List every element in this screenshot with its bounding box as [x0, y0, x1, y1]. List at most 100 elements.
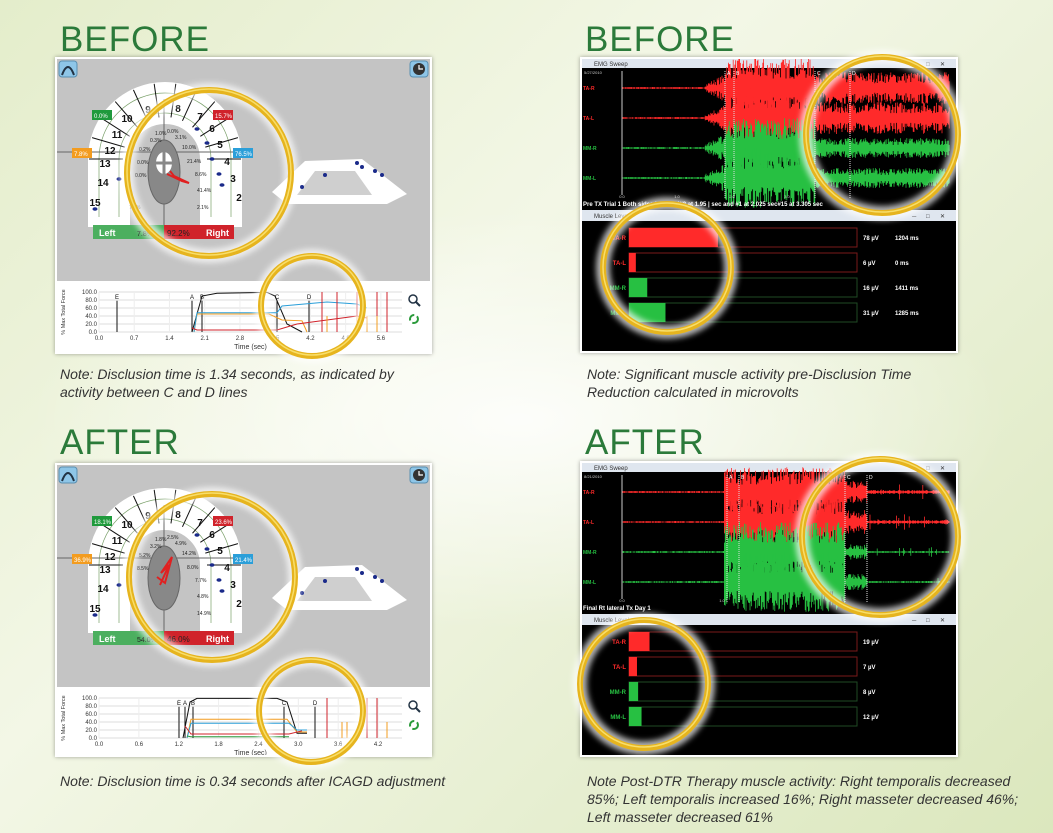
marker-label: A	[727, 71, 731, 77]
right-label: Right	[206, 228, 229, 238]
sweep-title: EMG Sweep	[594, 62, 628, 68]
channel-label: MM-L	[583, 580, 596, 586]
y-tick: 20.0	[85, 728, 97, 734]
after-heading-right: AFTER	[585, 423, 705, 462]
contact-point	[116, 583, 122, 587]
window-control[interactable]: ✕	[940, 62, 945, 68]
tooth-percent: 8.0%	[187, 565, 199, 571]
tooth-percent: 2.1%	[197, 205, 209, 211]
time-tick: 3.0	[784, 194, 790, 199]
sweep-date: 5/27/2010	[584, 70, 603, 75]
contact-point	[209, 157, 215, 161]
level-value: 78 µV	[863, 236, 879, 242]
x-axis-label: Time (sec)	[234, 750, 267, 755]
window-control[interactable]: ─	[911, 62, 917, 68]
x-tick: 2.8	[236, 336, 245, 342]
tooth-percent: 0.0%	[167, 129, 179, 135]
contact-point-3d	[300, 185, 304, 189]
window-control[interactable]: ─	[911, 214, 917, 220]
zoom-icon[interactable]	[408, 700, 418, 710]
y-tick: 80.0	[85, 704, 97, 710]
x-tick: 0.0	[95, 336, 104, 342]
quadrant-badge-mid_left	[72, 148, 92, 158]
level-value: 6 µV	[863, 261, 875, 267]
refresh-icon[interactable]	[409, 314, 419, 324]
y-tick: 80.0	[85, 298, 97, 304]
level-value: 7 µV	[863, 665, 875, 671]
tooth-number: 13	[99, 159, 111, 170]
channel-label: TA-L	[583, 116, 594, 122]
time-tick: 0.0	[619, 194, 625, 199]
y-tick: 100.0	[82, 290, 98, 296]
contact-point	[194, 533, 200, 537]
time-tick: 1.0	[674, 194, 680, 199]
window-control[interactable]: ─	[911, 618, 917, 624]
marker-label-B: B	[200, 295, 204, 301]
sweep-date: 8/21/2010	[584, 474, 603, 479]
force-panel-after: 2 3 4 5 6 7 8 9 10 11 12 13 14 15 14.9% 4.8% 7.7% 8.0% 14.…	[55, 463, 432, 757]
tooth-number: 12	[104, 146, 116, 157]
tooth-percent: 21.4%	[187, 159, 202, 165]
tooth-number: 4	[224, 563, 230, 574]
left-label: Left	[99, 228, 116, 238]
contact-point	[92, 613, 98, 617]
tooth-number: 14	[97, 584, 109, 595]
marker-label: D	[852, 71, 856, 77]
y-axis-label: % Max Total Force	[61, 289, 67, 334]
level-channel: MM-R	[610, 286, 627, 292]
tooth-percent: 14.9%	[197, 611, 212, 617]
tooth-percent: 1.0%	[155, 131, 167, 137]
level-bar	[629, 707, 642, 726]
emg-panel-after: EMG Sweep ─ □ ✕ 8/21/2010 TA-R TA-L MM-R MM-L A B C…	[580, 461, 958, 757]
zoom-icon[interactable]	[408, 294, 418, 304]
quadrant-value-mid_right: 76.5%	[235, 152, 253, 158]
right-label: Right	[206, 634, 229, 644]
marker-label: D	[869, 475, 873, 481]
refresh-icon[interactable]	[409, 720, 419, 730]
window-control[interactable]: ✕	[940, 618, 945, 624]
contact-point-3d	[373, 169, 377, 173]
contact-point-3d	[360, 571, 364, 575]
marker-label: C	[847, 475, 851, 481]
tooth-percent: 3.2%	[150, 544, 162, 550]
arch-view-icon-glyph	[61, 472, 75, 482]
channel-label: TA-R	[583, 86, 595, 92]
level-channel: MM-R	[610, 690, 627, 696]
x-tick: 1.4	[165, 336, 174, 342]
y-tick: 60.0	[85, 306, 97, 312]
tooth-number: 10	[121, 114, 133, 125]
tooth-percent: 8.6%	[195, 172, 207, 178]
x-tick: 2.1	[201, 336, 210, 342]
level-time: 1285 ms	[895, 311, 919, 317]
marker-label-E: E	[115, 295, 119, 301]
tooth-percent: 5.2%	[139, 553, 151, 559]
tooth-percent: 41.4%	[197, 188, 212, 194]
tooth-percent: 0.3%	[150, 138, 162, 144]
window-control[interactable]: □	[926, 214, 930, 220]
levels-title: Muscle Levels	[594, 618, 632, 624]
quadrant-value-top_left: 18.1%	[94, 520, 112, 526]
window-control[interactable]: ✕	[940, 466, 945, 472]
window-control[interactable]: ✕	[940, 214, 945, 220]
window-control[interactable]: □	[926, 62, 930, 68]
marker-label-D: D	[313, 701, 318, 707]
level-value: 12 µV	[863, 715, 879, 721]
x-tick: 1.2	[175, 742, 184, 748]
tooth-number: 9	[145, 511, 151, 522]
levels-titlebar	[582, 210, 956, 221]
x-tick: 3.6	[334, 742, 343, 748]
marker-label-D: D	[307, 295, 312, 301]
y-tick: 0.0	[89, 736, 98, 742]
window-control[interactable]: □	[926, 466, 930, 472]
level-value: 31 µV	[863, 311, 879, 317]
window-control[interactable]: □	[926, 618, 930, 624]
tooth-number: 13	[99, 565, 111, 576]
quadrant-value-top_right: 15.7%	[215, 114, 233, 120]
tooth-number: 2	[236, 599, 242, 610]
sweep-title: EMG Sweep	[594, 466, 628, 472]
contact-point	[219, 183, 225, 187]
clock-icon-hands	[418, 65, 423, 70]
level-bar	[629, 303, 666, 322]
window-control[interactable]: ─	[911, 466, 917, 472]
x-tick: 3.5	[271, 336, 280, 342]
